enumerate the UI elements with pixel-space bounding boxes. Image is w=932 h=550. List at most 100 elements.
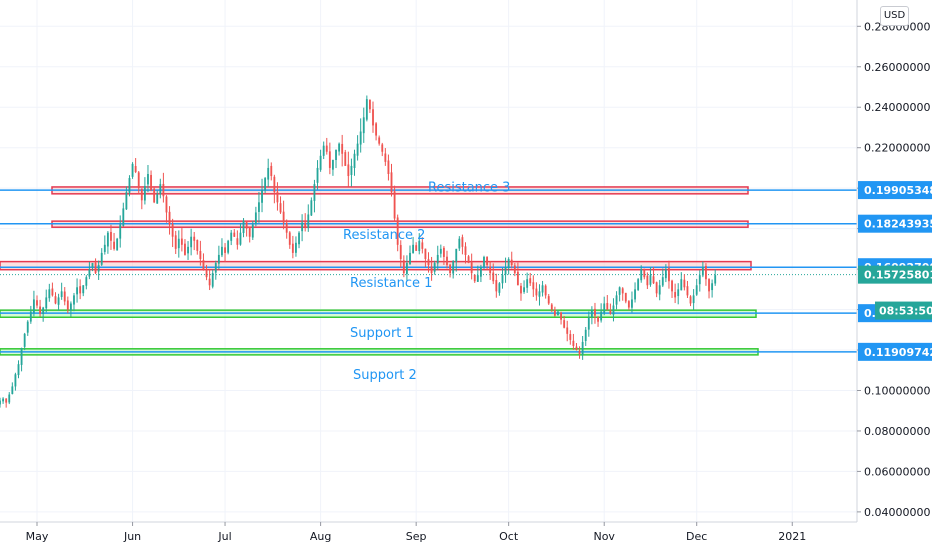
currency-button[interactable]: USD — [880, 6, 909, 26]
candle-up — [239, 232, 242, 245]
candle-down — [547, 296, 550, 304]
candle-up — [267, 167, 270, 180]
candle-down — [196, 239, 199, 251]
price-badge — [858, 214, 932, 233]
candle-up — [122, 208, 125, 226]
candle-down — [560, 312, 562, 320]
candle-down — [532, 282, 535, 290]
candle-down — [39, 306, 42, 314]
candle-down — [655, 282, 658, 294]
candle-up — [439, 248, 442, 254]
candle-down — [140, 188, 143, 201]
candle-down — [550, 304, 553, 310]
candle-down — [344, 152, 347, 166]
candle-up — [48, 289, 51, 299]
candle-down — [282, 211, 285, 223]
candle-up — [319, 155, 322, 170]
candle-up — [409, 252, 411, 265]
candle-up — [97, 265, 100, 272]
candle-up — [507, 258, 510, 268]
candle-down — [79, 286, 82, 294]
candle-up — [405, 263, 408, 275]
candle-down — [285, 223, 288, 233]
candle-down — [671, 280, 673, 292]
candle-up — [242, 220, 245, 234]
candle-down — [168, 211, 171, 225]
candle-down — [668, 268, 670, 282]
price-tick-label: 0.08000000 — [864, 425, 930, 438]
candle-up — [711, 283, 714, 291]
candle-down — [621, 288, 624, 294]
candle-up — [2, 398, 5, 402]
candle-up — [631, 299, 633, 308]
candle-down — [597, 316, 599, 322]
time-axis[interactable]: May Jun Jul Aug Sep Oct Nov Dec 2021 — [26, 522, 807, 543]
candle-down — [689, 296, 692, 304]
price-badge-label: 0.19905348 — [864, 184, 932, 197]
candle-up — [230, 232, 233, 241]
candle-up — [649, 275, 652, 285]
candle-up — [147, 174, 149, 185]
candle-up — [143, 186, 146, 201]
candle-down — [208, 278, 211, 286]
candle-down — [279, 203, 282, 213]
candle-up — [57, 297, 60, 305]
candle-up — [618, 287, 621, 295]
candle-up — [455, 248, 458, 262]
candle-down — [134, 166, 137, 172]
candle-up — [701, 267, 704, 276]
candle-down — [63, 291, 66, 302]
candle-up — [310, 200, 313, 216]
candle-up — [26, 321, 29, 333]
candle-up — [590, 309, 593, 318]
candle-up — [584, 329, 587, 341]
candle-up — [301, 222, 304, 232]
time-tick-label: May — [26, 530, 49, 543]
candle-down — [162, 183, 165, 197]
candle-up — [29, 311, 32, 322]
candle-up — [658, 285, 661, 295]
countdown-badge — [875, 301, 932, 320]
candle-down — [233, 232, 236, 237]
candle-up — [615, 295, 618, 305]
candle-down — [674, 292, 677, 298]
zone-label-resistance: Resistance 3 — [428, 180, 510, 195]
candle-down — [153, 188, 156, 203]
candle-down — [578, 350, 581, 355]
zone-label-resistance: Resistance 2 — [343, 228, 425, 243]
candle-down — [245, 222, 248, 229]
candle-down — [686, 286, 689, 296]
candle-up — [603, 303, 606, 313]
candle-up — [677, 289, 680, 297]
candle-up — [634, 289, 636, 300]
candle-down — [461, 237, 464, 247]
candle-up — [60, 291, 63, 297]
candle-down — [609, 310, 612, 314]
candle-up — [661, 277, 664, 286]
candle-up — [258, 202, 260, 212]
candle-down — [489, 266, 492, 274]
candle-up — [217, 254, 220, 264]
price-badge-label: 0.11909742 — [864, 346, 932, 359]
candle-up — [436, 254, 439, 264]
candle-up — [612, 305, 615, 315]
candle-up — [254, 212, 257, 224]
candle-up — [714, 275, 717, 284]
candle-down — [199, 250, 202, 259]
candle-down — [708, 279, 710, 292]
candle-down — [572, 340, 575, 346]
zone-label-resistance: Resistance 1 — [350, 276, 432, 291]
candle-down — [325, 145, 328, 152]
price-tick-label: 0.26000000 — [864, 61, 930, 74]
candle-up — [82, 285, 85, 294]
zone-labels: Resistance 3 Resistance 2 Resistance 1 Supp… — [343, 180, 510, 383]
candle-down — [341, 143, 344, 154]
candle-up — [365, 99, 368, 120]
candle-up — [338, 143, 341, 152]
candle-up — [14, 374, 17, 387]
candle-down — [421, 242, 424, 249]
price-badge — [858, 342, 932, 361]
candle-up — [8, 394, 11, 403]
candle-down — [495, 280, 498, 292]
